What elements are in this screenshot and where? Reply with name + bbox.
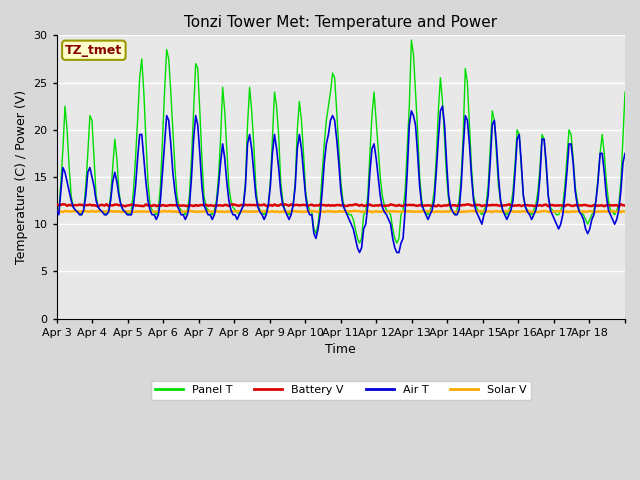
Title: Tonzi Tower Met: Temperature and Power: Tonzi Tower Met: Temperature and Power <box>184 15 497 30</box>
Y-axis label: Temperature (C) / Power (V): Temperature (C) / Power (V) <box>15 90 28 264</box>
Text: TZ_tmet: TZ_tmet <box>65 44 122 57</box>
X-axis label: Time: Time <box>326 343 356 356</box>
Legend: Panel T, Battery V, Air T, Solar V: Panel T, Battery V, Air T, Solar V <box>150 381 531 400</box>
